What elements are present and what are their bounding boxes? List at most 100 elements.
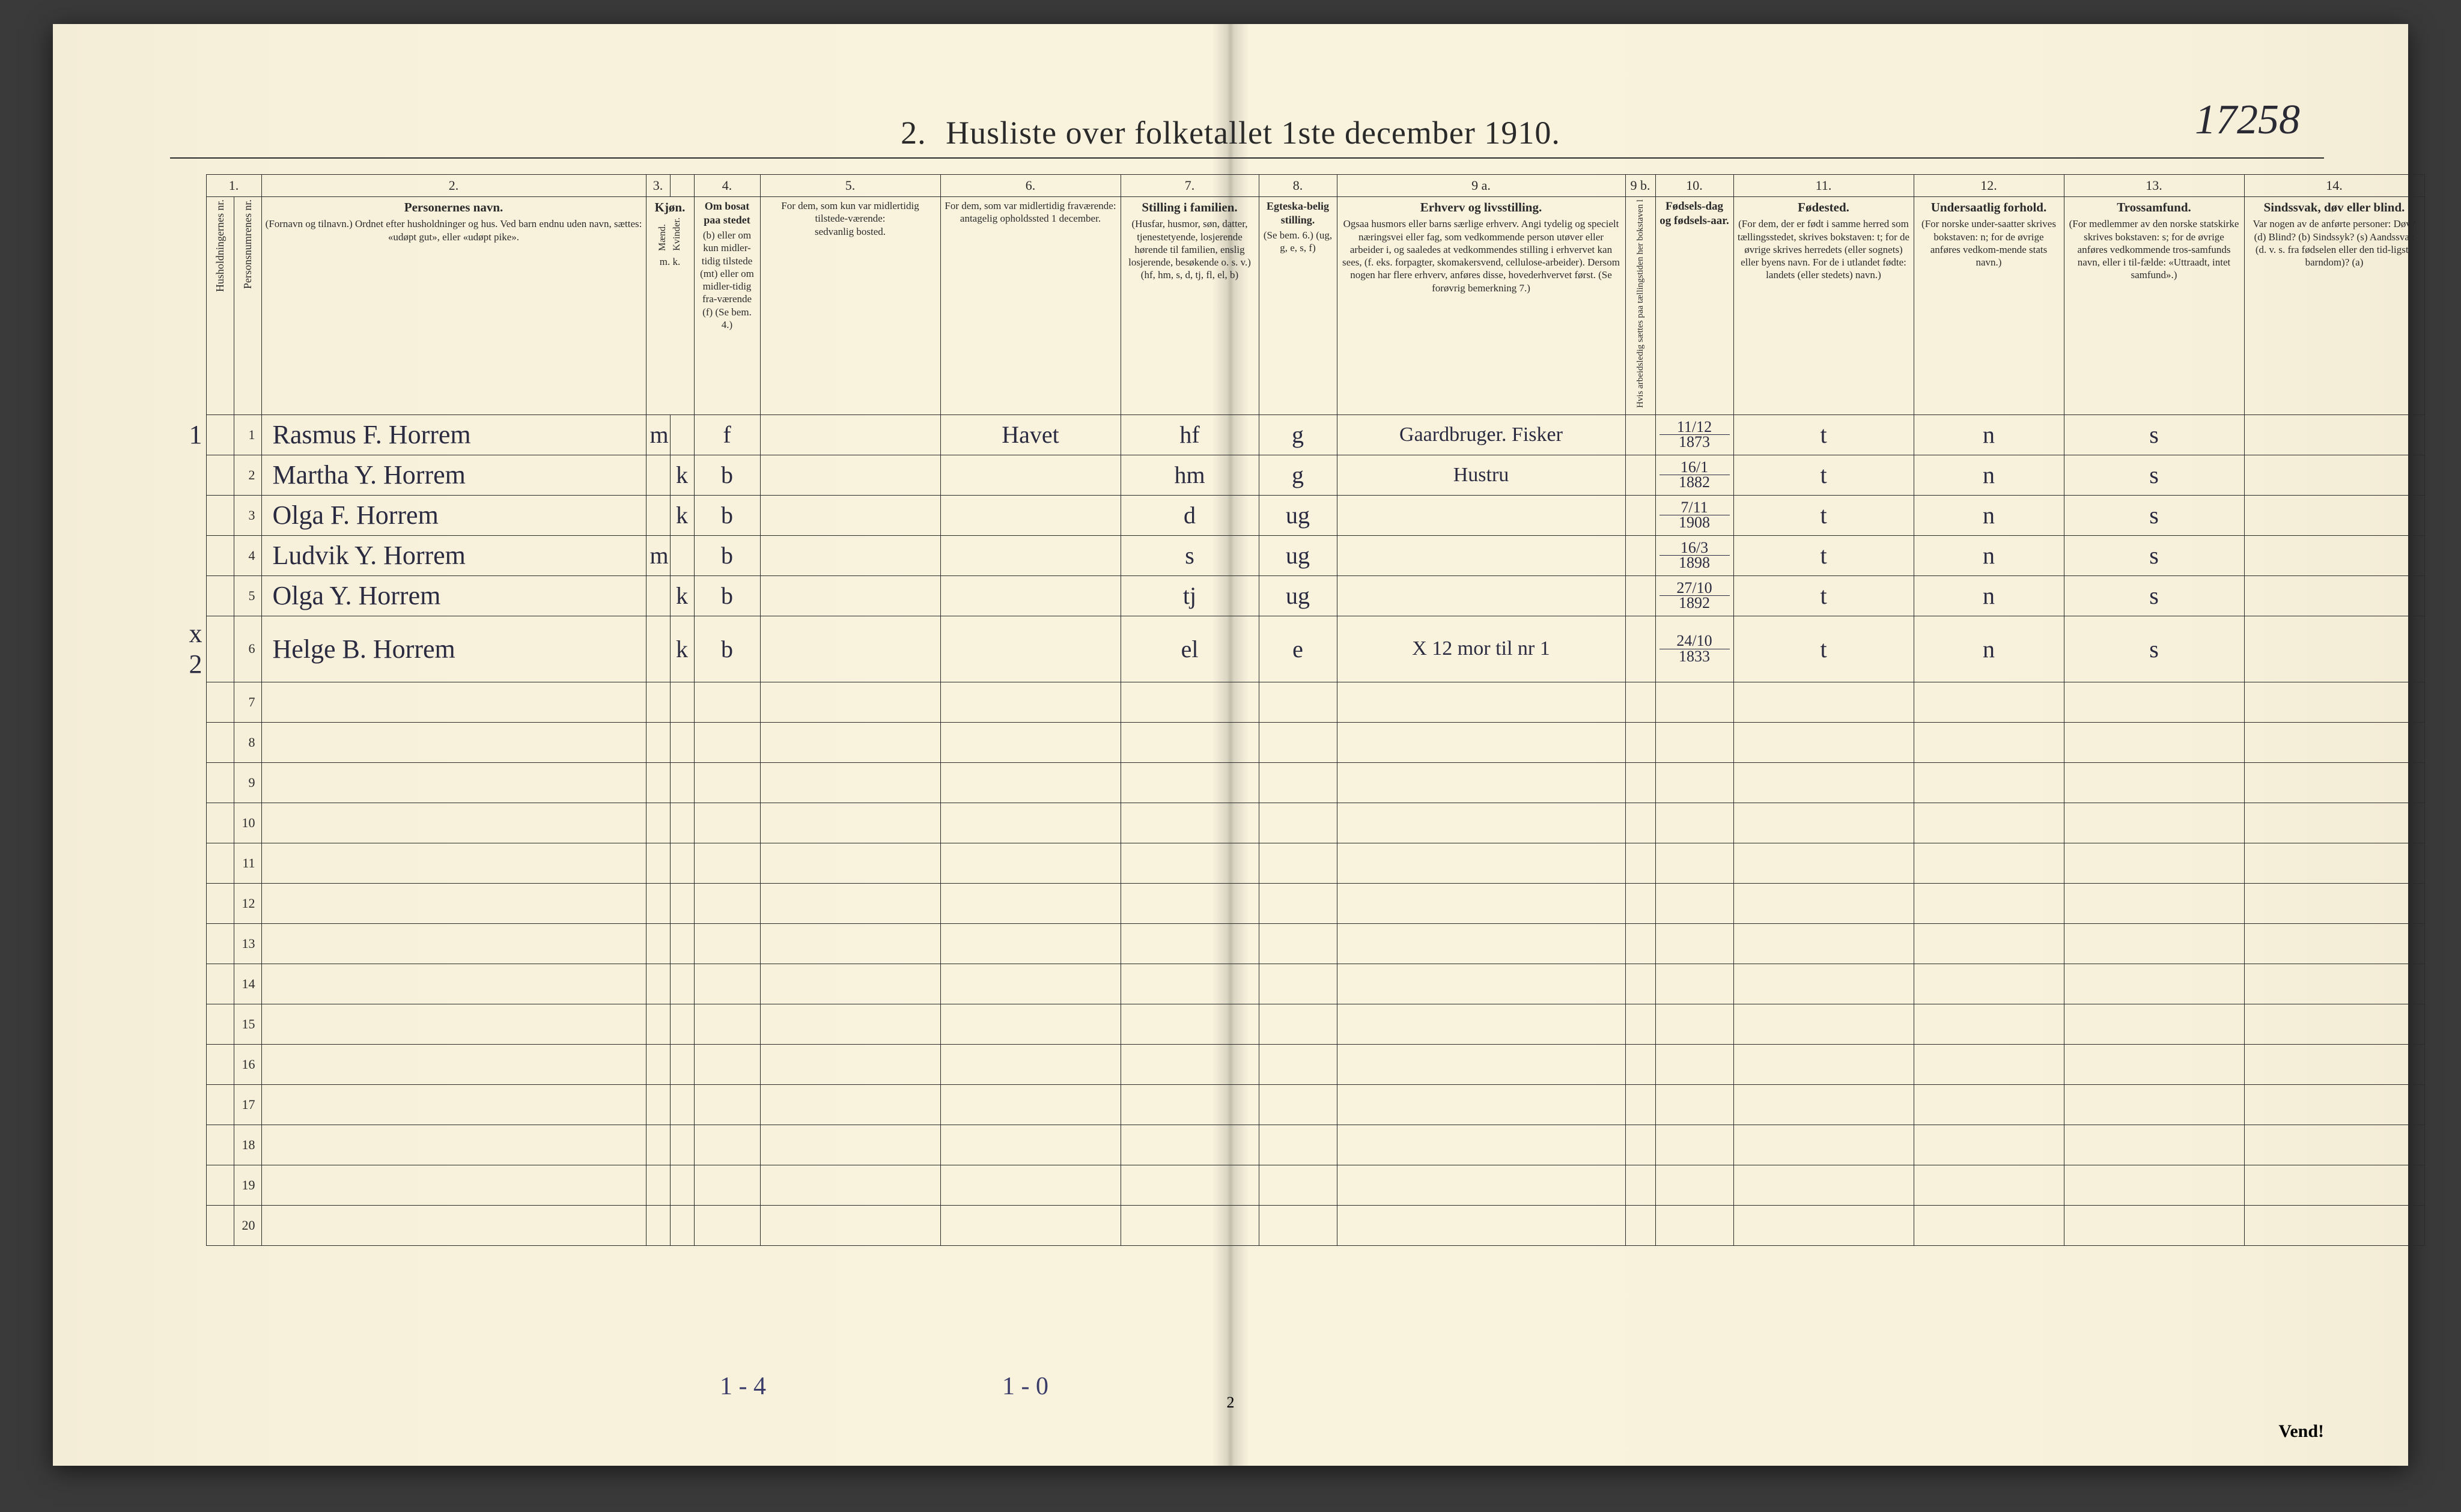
row-margin [170,1044,206,1084]
table-row: 3Olga F. Horremkbdug7/111908tns [170,495,2424,535]
row-absent-loc [940,535,1121,575]
table-row: 7 [170,682,2424,722]
row-person-number: 18 [234,1125,261,1165]
row-empty-cell [694,722,760,762]
row-empty-cell [2064,682,2244,722]
row-person-number: 8 [234,722,261,762]
row-empty-cell [1259,964,1337,1004]
row-empty-cell [2244,682,2424,722]
row-empty-cell [940,883,1121,923]
row-religion: s [2064,616,2244,682]
row-9b [1625,455,1655,495]
row-empty-cell [1655,803,1733,843]
row-absent-loc [940,495,1121,535]
row-empty-cell [940,964,1121,1004]
row-birth-date: 16/11882 [1655,455,1733,495]
row-empty-cell [670,1044,694,1084]
row-empty-cell [1655,964,1733,1004]
row-marital: e [1259,616,1337,682]
row-residence: b [694,495,760,535]
row-empty-cell [760,1125,940,1165]
row-empty-cell [1655,682,1733,722]
row-empty-cell [1914,803,2064,843]
row-empty-cell [1655,1084,1733,1125]
row-marital: ug [1259,535,1337,575]
row-empty-cell [1625,964,1655,1004]
row-sex-k [670,535,694,575]
row-margin [170,1084,206,1125]
row-empty-cell [940,1205,1121,1245]
row-empty-cell [1625,843,1655,883]
row-disability [2244,414,2424,455]
row-empty-cell [1337,964,1625,1004]
row-empty-cell [1121,722,1259,762]
row-occupation: X 12 mor til nr 1 [1337,616,1625,682]
row-empty-cell [670,722,694,762]
table-row: 20 [170,1205,2424,1245]
row-empty-cell [1121,1205,1259,1245]
row-empty-cell [694,923,760,964]
row-empty-cell [1914,682,2064,722]
row-empty-cell [1914,722,2064,762]
colnum-11: 11. [1733,175,1914,197]
row-empty-cell [1121,1125,1259,1165]
row-margin [170,1004,206,1044]
row-empty-cell [670,762,694,803]
row-empty-cell [1625,682,1655,722]
blank-header [170,175,206,197]
blank-header [170,197,206,415]
row-empty-cell [1259,722,1337,762]
row-empty-cell [940,1165,1121,1205]
row-empty-cell [1259,682,1337,722]
row-hh [206,616,234,682]
row-birthplace: t [1733,616,1914,682]
row-empty-cell [1914,883,2064,923]
row-empty-cell [1337,803,1625,843]
row-empty-cell [261,964,646,1004]
row-empty-cell [670,883,694,923]
row-empty-cell [2064,1205,2244,1245]
row-religion: s [2064,495,2244,535]
row-hh [206,1165,234,1205]
row-marital: ug [1259,495,1337,535]
row-occupation [1337,575,1625,616]
row-empty-cell [1914,964,2064,1004]
row-citizenship: n [1914,575,2064,616]
row-person-number: 14 [234,964,261,1004]
row-empty-cell [760,1205,940,1245]
row-sex-m: m [646,414,670,455]
row-sex-m [646,616,670,682]
row-empty-cell [1121,682,1259,722]
row-birth-date: 27/101892 [1655,575,1733,616]
row-occupation [1337,535,1625,575]
row-religion: s [2064,575,2244,616]
row-birth-date: 7/111908 [1655,495,1733,535]
row-birthplace: t [1733,414,1914,455]
title-number: 2. [901,115,926,151]
row-person-number: 12 [234,883,261,923]
row-hh [206,964,234,1004]
row-empty-cell [1655,1165,1733,1205]
row-empty-cell [1121,883,1259,923]
row-empty-cell [1337,1084,1625,1125]
row-empty-cell [760,682,940,722]
row-empty-cell [1655,1125,1733,1165]
row-sex-m [646,455,670,495]
row-empty-cell [1337,883,1625,923]
row-person-number: 11 [234,843,261,883]
row-marital: g [1259,455,1337,495]
page-title: 2. Husliste over folketallet 1ste decemb… [53,114,2408,151]
row-empty-cell [1259,1044,1337,1084]
row-empty-cell [940,803,1121,843]
row-empty-cell [670,1125,694,1165]
row-birthplace: t [1733,535,1914,575]
row-empty-cell [261,1044,646,1084]
row-empty-cell [2244,722,2424,762]
row-empty-cell [646,803,670,843]
row-empty-cell [1655,1004,1733,1044]
table-row: 8 [170,722,2424,762]
row-person-number: 4 [234,535,261,575]
row-empty-cell [2244,1165,2424,1205]
row-sex-m [646,575,670,616]
row-temp [760,575,940,616]
